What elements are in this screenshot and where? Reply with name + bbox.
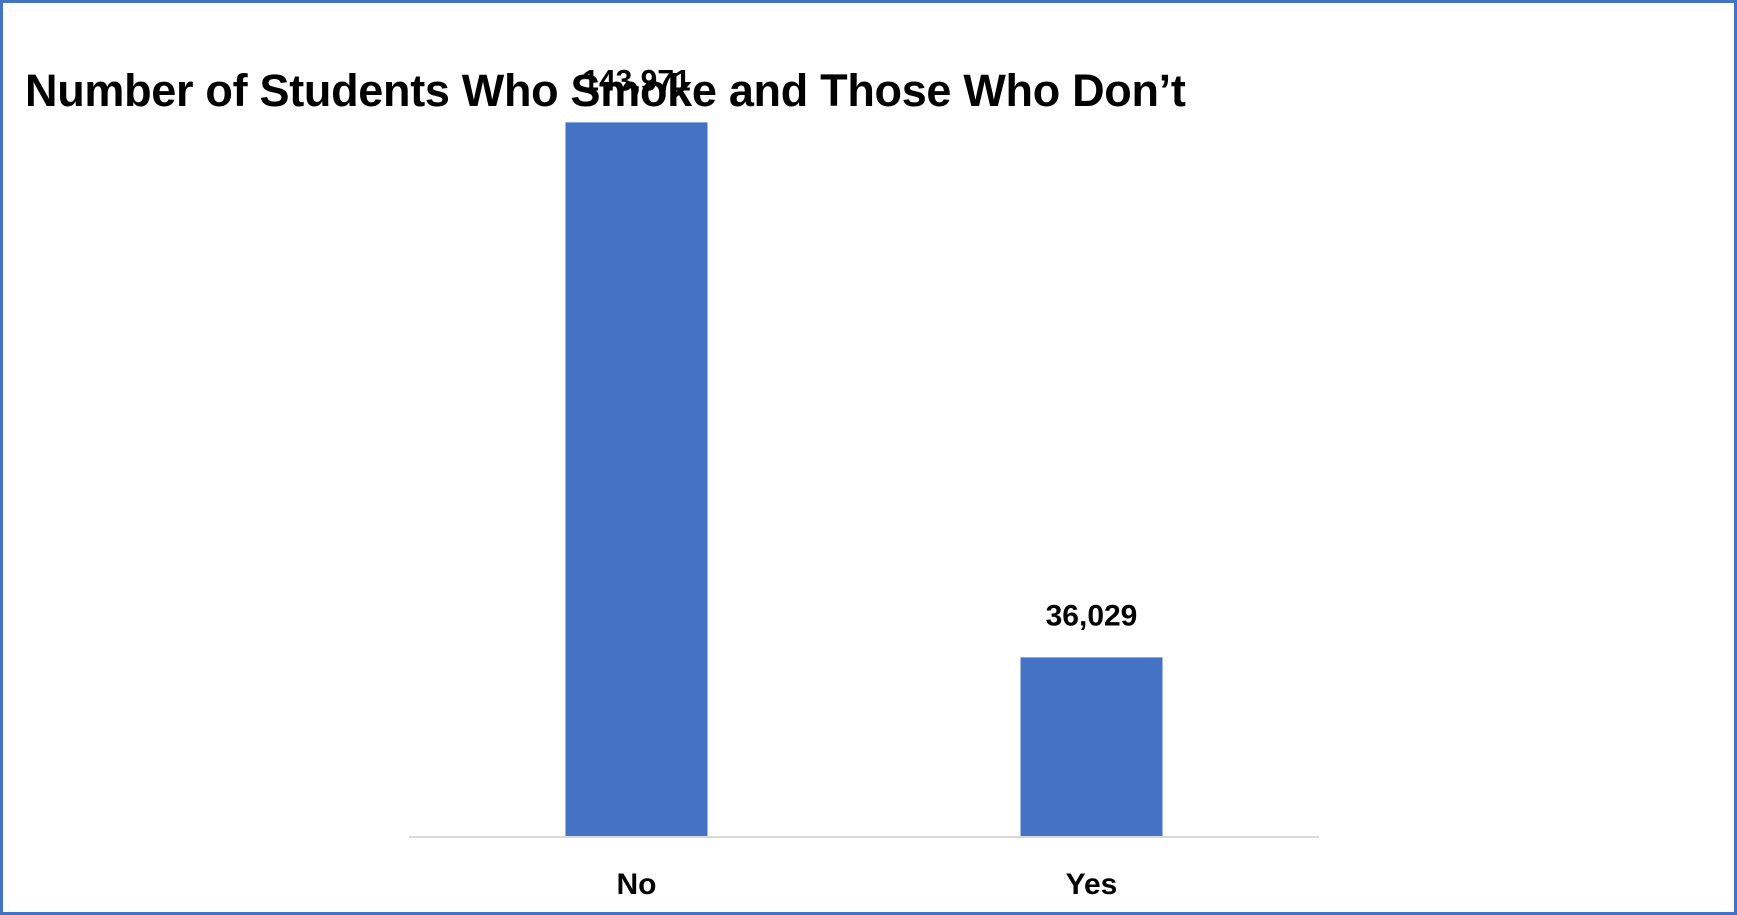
bar-no — [565, 122, 708, 836]
bar-yes — [1020, 657, 1163, 836]
x-tick-label-no: No — [617, 868, 657, 901]
bar-chart-plot: 143,971 No 36,029 Yes — [409, 64, 1319, 901]
data-label-yes: 36,029 — [1046, 599, 1138, 632]
data-label-no: 143,971 — [582, 64, 690, 97]
x-tick-label-yes: Yes — [1066, 868, 1118, 901]
chart-title: Number of Students Who Smoke and Those W… — [25, 65, 1186, 116]
